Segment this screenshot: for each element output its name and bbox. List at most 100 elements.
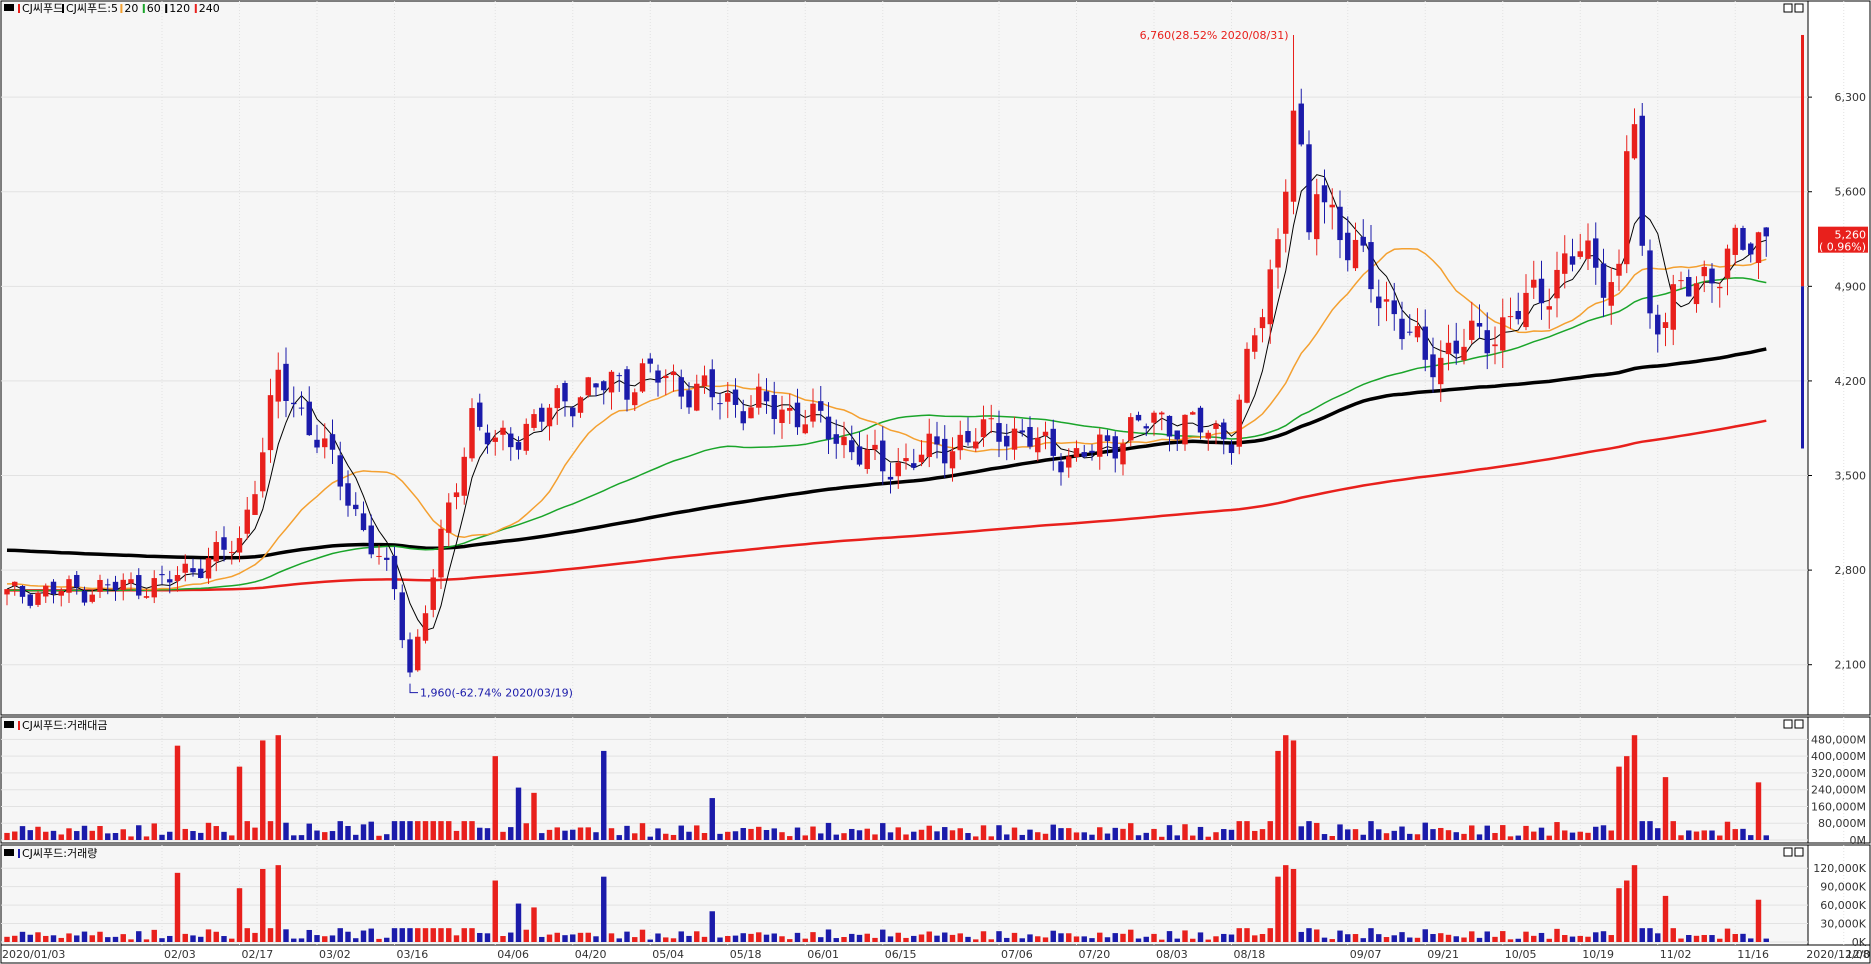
candle-body	[1182, 414, 1188, 445]
volume-bar	[1647, 821, 1653, 840]
volume-bar	[1221, 933, 1227, 942]
volume-bar	[880, 929, 886, 942]
volume-bar	[1453, 832, 1459, 840]
volume-bar	[670, 938, 677, 942]
volume-bar	[136, 825, 142, 840]
candle-body	[1050, 428, 1056, 456]
candle-body	[1624, 151, 1630, 265]
volume-bar	[1073, 832, 1080, 840]
x-tick-label: 07/20	[1079, 948, 1111, 961]
volume-bar	[585, 932, 591, 942]
volume-bar	[1128, 823, 1134, 840]
candle-body	[1562, 253, 1568, 274]
volume-bar	[112, 833, 119, 840]
candle-body	[1011, 428, 1018, 450]
volume-bar	[353, 834, 359, 840]
volume-bar	[422, 821, 429, 840]
price-tag: 5,260	[1835, 229, 1867, 242]
volume-bar	[895, 827, 901, 840]
y-tick-label: 240,000M	[1811, 784, 1866, 797]
candle-body	[887, 476, 894, 480]
volume-bar	[1073, 936, 1080, 942]
candle-body	[701, 375, 708, 387]
volume-bar	[1352, 829, 1359, 840]
panel-close-icon[interactable]	[1794, 3, 1804, 13]
volume-bar	[229, 938, 235, 942]
x-tick-label: 2020/12/08	[1806, 948, 1869, 961]
volume-bar	[1763, 938, 1769, 942]
volume-bar	[492, 756, 498, 840]
volume-bar	[453, 830, 460, 840]
panel-2-axis-bg	[1807, 716, 1871, 844]
x-tick-label: 03/02	[319, 948, 351, 961]
legend-icon	[4, 4, 14, 11]
candle-body	[1407, 331, 1413, 333]
volume-bar	[531, 792, 537, 840]
panel-maximize-icon[interactable]	[1783, 847, 1793, 857]
volume-bar	[1531, 935, 1537, 942]
candle-body	[337, 455, 343, 487]
candle-body	[903, 458, 909, 462]
volume-bar	[50, 935, 57, 942]
volume-bar	[1267, 928, 1273, 942]
volume-bar	[701, 832, 708, 840]
candle-body	[1089, 450, 1095, 453]
candle-body	[1135, 414, 1142, 421]
volume-bar	[802, 835, 808, 840]
volume-bar	[624, 931, 630, 942]
candle-body	[174, 575, 181, 581]
volume-bar	[1593, 932, 1599, 942]
candle-body	[1174, 430, 1180, 440]
volume-bar	[306, 823, 312, 840]
volume-bar	[1228, 934, 1235, 942]
volume-bar	[701, 936, 708, 942]
candle-body	[81, 590, 88, 603]
x-tick-label: 08/03	[1156, 948, 1188, 961]
volume-bars	[4, 735, 1769, 942]
candle-body	[1383, 299, 1390, 302]
ma60-line	[6, 277, 1767, 592]
x-tick-label: 02/17	[242, 948, 274, 961]
volume-bar	[1104, 937, 1111, 942]
volume-bar	[1027, 829, 1033, 840]
volume-bar	[1407, 937, 1413, 942]
candle-body	[562, 383, 568, 402]
x-tick-label: 05/04	[652, 948, 684, 961]
volume-bar	[143, 836, 150, 840]
candle-body	[1500, 317, 1506, 351]
volume-bar	[1740, 933, 1746, 942]
candle-body	[1670, 284, 1676, 330]
candle-body	[136, 575, 142, 596]
volume-bar	[1748, 938, 1754, 942]
candle-body	[554, 388, 560, 409]
legend-swatch	[165, 4, 168, 13]
volume-bar	[1205, 939, 1211, 942]
candle-body	[399, 592, 405, 641]
volume-bar	[1035, 936, 1041, 942]
y-tick-label: 400,000M	[1811, 750, 1866, 763]
candle-body	[1569, 256, 1576, 265]
volume-bar	[1515, 938, 1521, 942]
panel-maximize-icon[interactable]	[1783, 3, 1793, 13]
volume-bar	[120, 934, 126, 942]
volume-bar	[1097, 932, 1103, 942]
volume-bar	[50, 830, 57, 840]
volume-bar	[980, 825, 987, 840]
volume-bar	[1019, 834, 1025, 840]
x-tick-label: 12/07	[1846, 948, 1871, 961]
panel-close-icon[interactable]	[1794, 847, 1804, 857]
y-tick-label: 80,000M	[1818, 817, 1866, 830]
volume-bar	[1686, 830, 1692, 840]
volume-bar	[841, 936, 847, 942]
volume-bar	[314, 935, 320, 942]
volume-bar	[1693, 935, 1700, 942]
volume-bar	[1368, 821, 1374, 840]
candle-body	[608, 371, 615, 393]
candle-body	[717, 403, 723, 405]
volume-bar	[159, 938, 165, 942]
panel-maximize-icon[interactable]	[1783, 719, 1793, 729]
candle-body	[1368, 242, 1374, 290]
panel-close-icon[interactable]	[1794, 719, 1804, 729]
volume-bar	[903, 937, 909, 942]
candle-body	[880, 440, 886, 472]
